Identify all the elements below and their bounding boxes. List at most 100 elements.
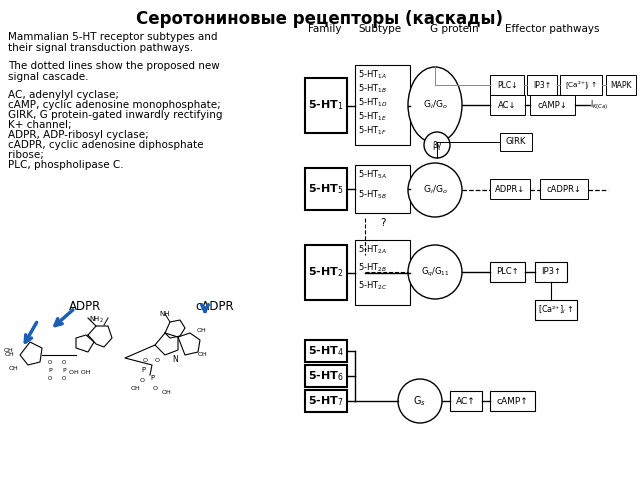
Text: 5-HT$_{2B}$: 5-HT$_{2B}$ [358, 262, 387, 274]
Text: K+ channel;: K+ channel; [8, 120, 72, 130]
FancyBboxPatch shape [305, 365, 347, 387]
Text: 5-HT$_{2A}$: 5-HT$_{2A}$ [358, 244, 387, 256]
FancyBboxPatch shape [355, 240, 410, 305]
Text: GIRK: GIRK [506, 137, 526, 146]
Text: Серотониновые рецепторы (каскады): Серотониновые рецепторы (каскады) [136, 10, 504, 28]
Text: their signal transduction pathways.: their signal transduction pathways. [8, 43, 193, 53]
Text: P: P [141, 367, 145, 373]
FancyBboxPatch shape [490, 179, 530, 199]
FancyBboxPatch shape [535, 262, 567, 282]
Text: OH: OH [198, 352, 208, 358]
Text: O: O [143, 358, 148, 362]
FancyBboxPatch shape [305, 340, 347, 362]
Text: GIRK, G protein-gated inwardly rectifying: GIRK, G protein-gated inwardly rectifyin… [8, 110, 223, 120]
Text: P: P [48, 368, 52, 373]
Text: OH: OH [162, 389, 172, 395]
FancyBboxPatch shape [305, 78, 347, 133]
Text: The dotted lines show the proposed new: The dotted lines show the proposed new [8, 61, 220, 71]
Text: IP3↑: IP3↑ [533, 81, 551, 89]
Text: O: O [48, 376, 52, 381]
Text: IP3↑: IP3↑ [541, 267, 561, 276]
Text: Subtype: Subtype [358, 24, 401, 34]
Text: Family: Family [308, 24, 342, 34]
Text: 5-HT$_{1A}$: 5-HT$_{1A}$ [358, 69, 387, 81]
Text: NH$_2$: NH$_2$ [88, 315, 104, 325]
FancyBboxPatch shape [490, 75, 524, 95]
Ellipse shape [408, 67, 462, 143]
Text: P: P [62, 368, 66, 373]
Text: [Ca²⁺]$_i$ ↑: [Ca²⁺]$_i$ ↑ [564, 79, 597, 91]
Text: G$_i$/G$_o$: G$_i$/G$_o$ [422, 184, 447, 196]
Text: OH: OH [131, 385, 140, 391]
Text: AC↓: AC↓ [498, 100, 516, 109]
Text: O: O [62, 360, 66, 365]
Ellipse shape [424, 132, 450, 158]
Text: ?: ? [380, 218, 385, 228]
FancyBboxPatch shape [560, 75, 602, 95]
Text: cAMP↑: cAMP↑ [496, 396, 528, 406]
FancyBboxPatch shape [527, 75, 557, 95]
FancyBboxPatch shape [305, 245, 347, 300]
Text: Mammalian 5-HT receptor subtypes and: Mammalian 5-HT receptor subtypes and [8, 32, 218, 42]
Text: G$_s$: G$_s$ [413, 394, 426, 408]
FancyBboxPatch shape [606, 75, 636, 95]
Text: ribose;: ribose; [8, 150, 44, 160]
FancyBboxPatch shape [305, 168, 347, 210]
Text: cADPR↓: cADPR↓ [547, 184, 581, 193]
Text: O: O [48, 360, 52, 365]
Text: 5-HT$_{1D}$: 5-HT$_{1D}$ [358, 97, 388, 109]
Text: ADPR↓: ADPR↓ [495, 184, 525, 193]
Text: signal cascade.: signal cascade. [8, 72, 88, 82]
Text: 5-HT$_1$: 5-HT$_1$ [308, 98, 344, 112]
Text: O: O [140, 377, 145, 383]
FancyBboxPatch shape [530, 95, 575, 115]
Text: I$_{K(Ca)}$: I$_{K(Ca)}$ [590, 98, 609, 112]
FancyBboxPatch shape [535, 300, 577, 320]
Text: G$_i$/G$_o$: G$_i$/G$_o$ [422, 99, 447, 111]
Ellipse shape [398, 379, 442, 423]
Text: [Ca²⁺]$_i$ ↑: [Ca²⁺]$_i$ ↑ [538, 304, 574, 316]
Text: OH: OH [8, 365, 18, 371]
Text: N: N [172, 356, 178, 364]
Text: OH: OH [4, 348, 13, 352]
Text: OH: OH [4, 352, 14, 358]
FancyBboxPatch shape [305, 390, 347, 412]
FancyBboxPatch shape [490, 262, 525, 282]
FancyBboxPatch shape [500, 133, 532, 151]
Text: O: O [62, 376, 66, 381]
Text: P: P [150, 375, 154, 381]
Text: G protein: G protein [430, 24, 479, 34]
FancyBboxPatch shape [355, 165, 410, 213]
Text: cAMP, cyclic adenosine monophosphate;: cAMP, cyclic adenosine monophosphate; [8, 100, 221, 110]
Text: O: O [154, 358, 159, 362]
Text: 5-HT$_6$: 5-HT$_6$ [308, 369, 344, 383]
Text: 5-HT$_{5A}$: 5-HT$_{5A}$ [358, 169, 387, 181]
FancyBboxPatch shape [540, 179, 588, 199]
Text: 5-HT$_{1B}$: 5-HT$_{1B}$ [358, 83, 387, 95]
Ellipse shape [408, 245, 462, 299]
FancyBboxPatch shape [490, 95, 525, 115]
FancyBboxPatch shape [355, 65, 410, 145]
Text: PLC↑: PLC↑ [496, 267, 518, 276]
Text: G$_q$/G$_{11}$: G$_q$/G$_{11}$ [420, 265, 449, 278]
Text: 5-HT$_2$: 5-HT$_2$ [308, 265, 344, 279]
Text: AC↑: AC↑ [456, 396, 476, 406]
Text: 5-HT$_7$: 5-HT$_7$ [308, 394, 344, 408]
Text: ADPR, ADP-ribosyl cyclase;: ADPR, ADP-ribosyl cyclase; [8, 130, 148, 140]
Text: cADPR: cADPR [196, 300, 234, 313]
Text: 5-HT$_5$: 5-HT$_5$ [308, 182, 344, 196]
Ellipse shape [408, 163, 462, 217]
Text: PLC, phospholipase C.: PLC, phospholipase C. [8, 160, 124, 170]
Text: cAMP↓: cAMP↓ [537, 100, 567, 109]
Text: O: O [152, 385, 157, 391]
Text: MAPK: MAPK [611, 81, 632, 89]
Text: 5-HT$_{5B}$: 5-HT$_{5B}$ [358, 189, 387, 201]
Text: cADPR, cyclic adenosine diphosphate: cADPR, cyclic adenosine diphosphate [8, 140, 204, 150]
Text: 5-HT$_{2C}$: 5-HT$_{2C}$ [358, 280, 388, 292]
Text: 5-HT$_4$: 5-HT$_4$ [308, 344, 344, 358]
Text: ADPR: ADPR [69, 300, 101, 313]
Text: OH OH: OH OH [69, 370, 91, 375]
Text: PLC↓: PLC↓ [497, 81, 517, 89]
Text: AC, adenylyl cyclase;: AC, adenylyl cyclase; [8, 90, 119, 100]
FancyBboxPatch shape [490, 391, 535, 411]
